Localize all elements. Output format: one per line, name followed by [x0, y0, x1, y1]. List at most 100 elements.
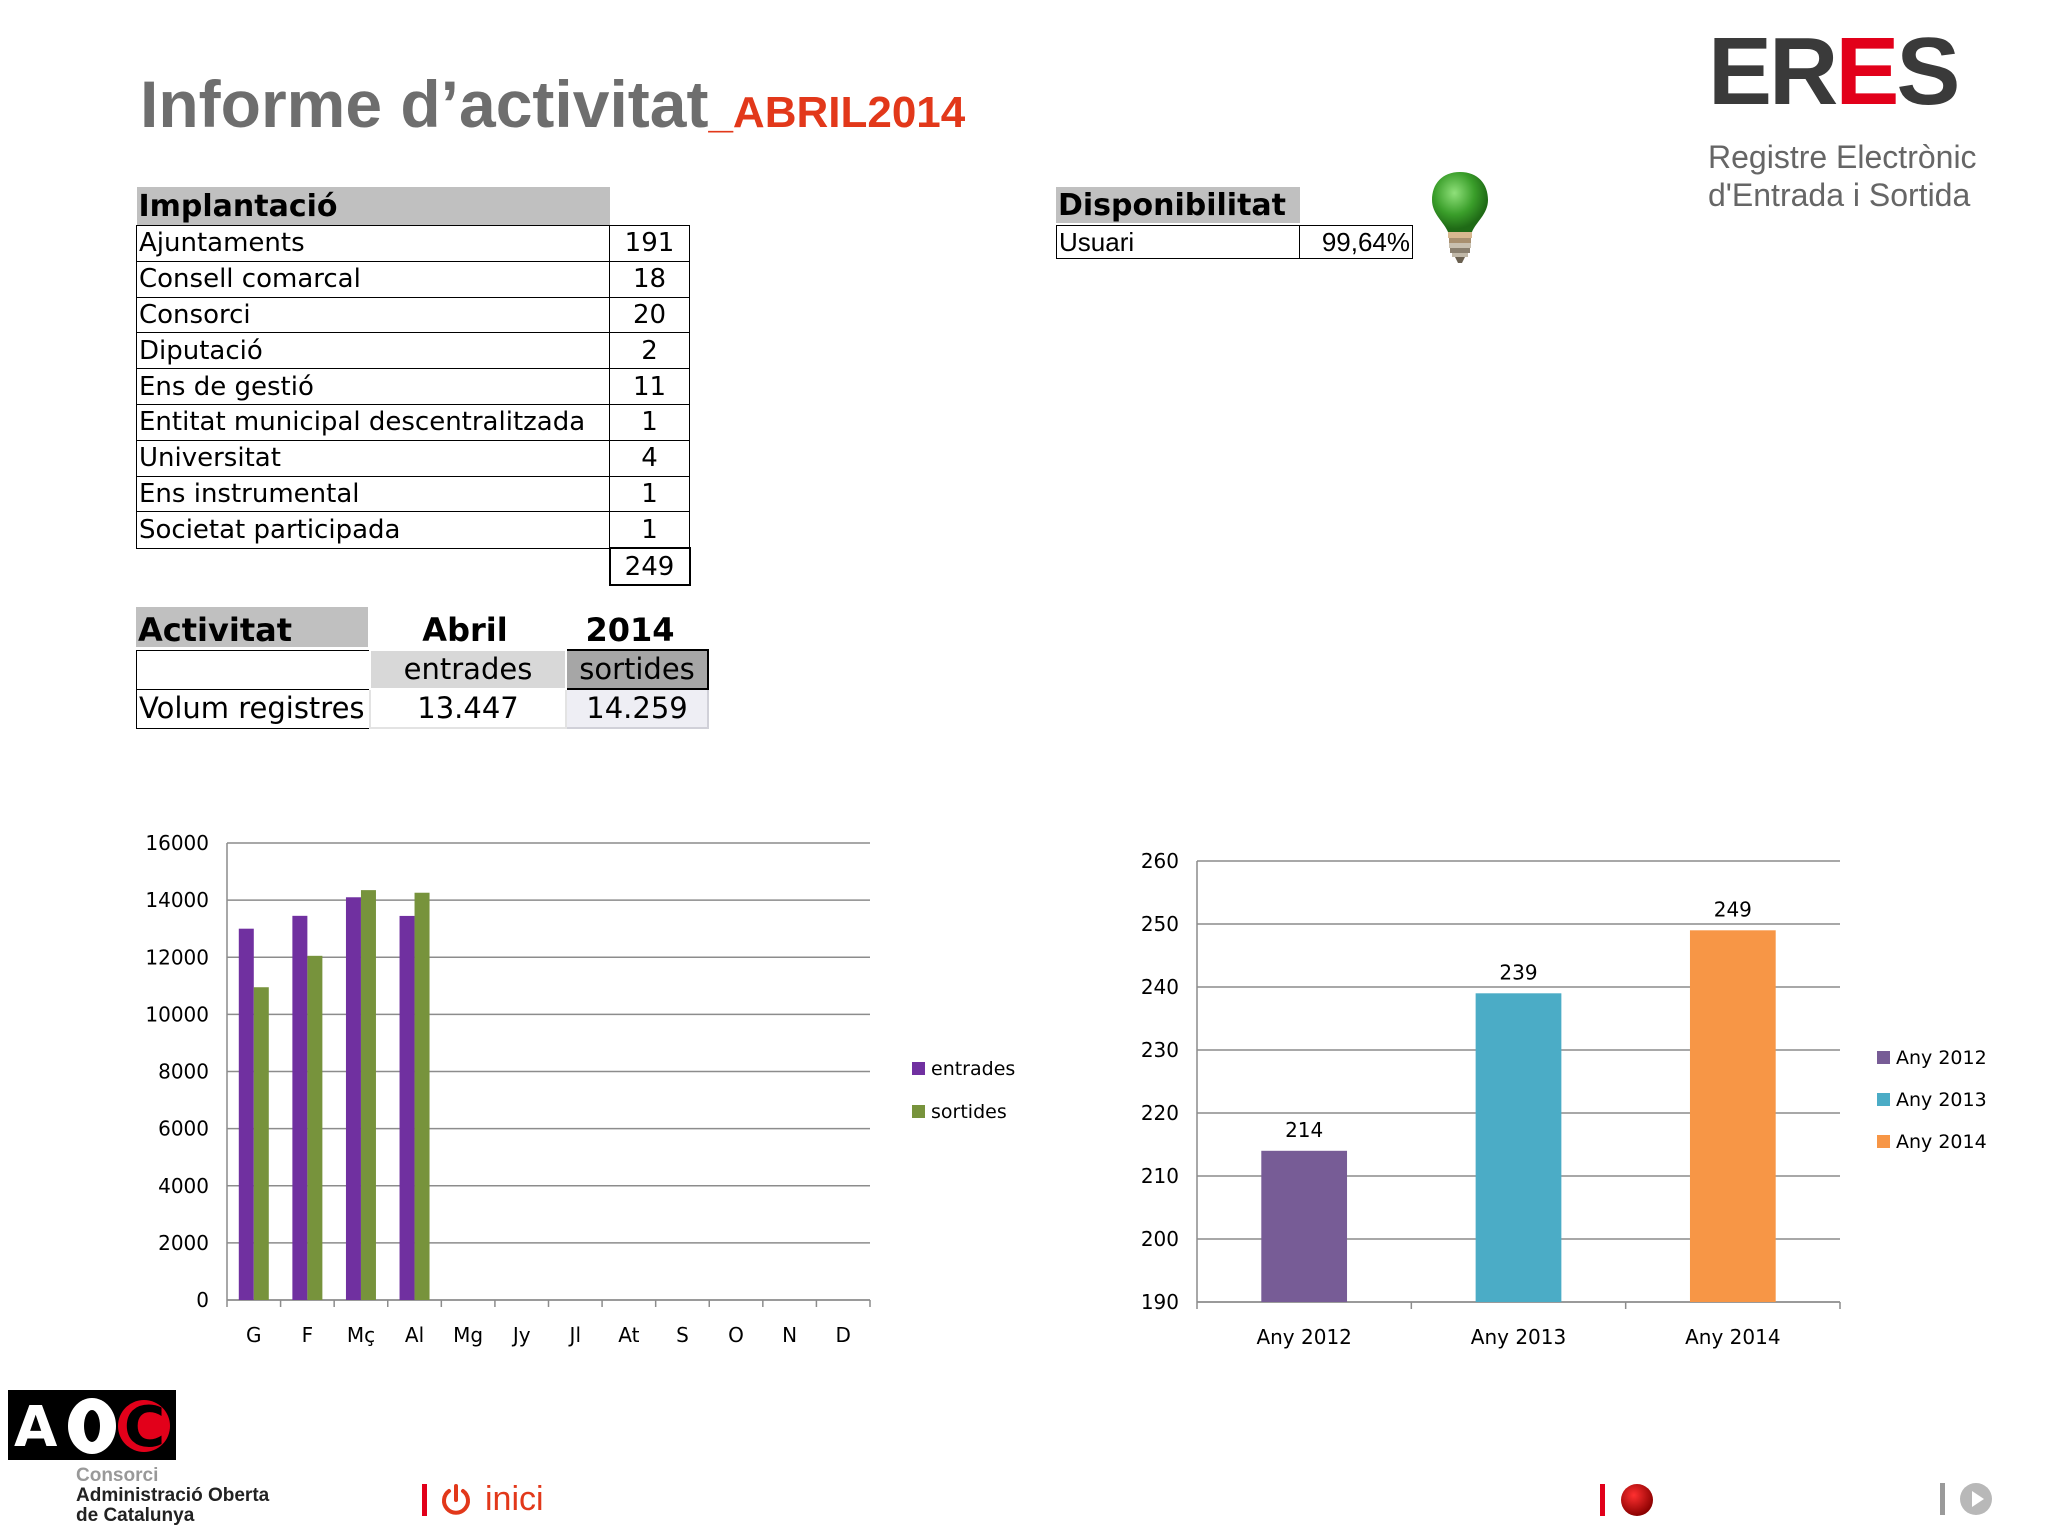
x-tick-label: G	[246, 1323, 262, 1347]
implantacio-label: Ens instrumental	[136, 475, 610, 513]
y-tick-label: 16000	[145, 831, 209, 855]
y-tick-label: 6000	[158, 1117, 209, 1141]
page-title-suffix: _ABRIL2014	[708, 88, 966, 137]
legend-label: Any 2012	[1896, 1047, 1987, 1069]
y-tick-label: 0	[196, 1288, 209, 1312]
implantacio-total: 249	[608, 547, 691, 586]
table-row: Societat participada 1	[136, 511, 690, 549]
table-row: entrades sortides	[136, 649, 709, 690]
inici-link[interactable]: inici	[422, 1480, 544, 1519]
table-row: Consorci 20	[136, 296, 690, 334]
x-tick-label: Any 2013	[1471, 1325, 1566, 1349]
y-tick-label: 8000	[158, 1060, 209, 1084]
x-tick-label: O	[728, 1323, 744, 1347]
x-tick-label: Mg	[453, 1323, 483, 1347]
bar-any-2012	[1261, 1150, 1348, 1302]
disponibilitat-value: 99,64%	[1321, 227, 1410, 257]
y-tick-label: 220	[1141, 1101, 1179, 1125]
y-tick-label: 10000	[145, 1002, 209, 1026]
activitat-col-sortides: sortides	[565, 649, 709, 690]
y-tick-label: 4000	[158, 1174, 209, 1198]
bar-sortides	[360, 890, 376, 1300]
x-tick-label: D	[836, 1323, 851, 1347]
y-tick-label: 250	[1141, 912, 1179, 936]
y-tick-label: 240	[1141, 975, 1179, 999]
implantacio-label: Diputació	[136, 332, 610, 370]
power-icon	[442, 1483, 470, 1515]
legend-swatch	[912, 1062, 925, 1075]
y-tick-label: 260	[1141, 849, 1179, 873]
page-title: Informe d’activitat_ABRIL2014	[140, 66, 965, 142]
aoc-caption-line1: Consorci	[76, 1465, 159, 1486]
x-tick-label: Al	[405, 1323, 424, 1347]
y-tick-label: 12000	[145, 945, 209, 969]
x-tick-label: N	[782, 1323, 797, 1347]
play-icon	[1960, 1483, 1992, 1515]
implantacio-label: Societat participada	[136, 511, 610, 549]
play-button[interactable]	[1940, 1482, 1993, 1516]
eres-logo-mark-b: E	[1835, 18, 1899, 125]
disponibilitat-row: Usuari 99,64%	[1056, 225, 1413, 259]
legend-label: sortides	[931, 1101, 1007, 1123]
aoc-logo-letter-c: C	[124, 1395, 165, 1460]
x-tick-label: F	[302, 1323, 314, 1347]
legend-swatch	[1877, 1051, 1890, 1064]
eres-logo-mark-c: S	[1896, 18, 1960, 125]
bar-entrades	[292, 915, 308, 1300]
implantacio-label: Universitat	[136, 439, 610, 477]
disponibilitat-heading: Disponibilitat	[1056, 187, 1300, 223]
implantacio-value: 4	[609, 439, 690, 477]
aoc-logo: A C	[8, 1390, 176, 1460]
eres-logo-subtitle: Registre Electrònic d'Entrada i Sortida	[1708, 138, 2008, 214]
y-tick-label: 190	[1141, 1290, 1179, 1314]
implantacio-value: 20	[609, 296, 690, 334]
activitat-value-entrades: 13.447	[369, 688, 567, 729]
legend-label: entrades	[931, 1058, 1015, 1080]
aoc-caption-line2: Administració Oberta	[76, 1485, 270, 1506]
implantacio-value: 191	[609, 225, 690, 262]
data-label: 249	[1714, 897, 1752, 921]
data-label: 214	[1285, 1118, 1323, 1142]
bar-sortides	[414, 892, 430, 1300]
bar-entrades	[345, 897, 361, 1300]
implantacio-value: 11	[609, 368, 690, 405]
eres-logo-mark: ERES	[1708, 24, 2008, 120]
y-tick-label: 200	[1141, 1227, 1179, 1251]
bar-sortides	[253, 987, 269, 1300]
y-tick-label: 230	[1141, 1038, 1179, 1062]
record-icon	[1621, 1484, 1653, 1516]
monthly-activity-chart: 0 2000 4000 6000 8000 10000 12000 14000 16000 G F M…	[145, 831, 1015, 1347]
implantacio-value: 18	[609, 260, 690, 298]
implantacio-value: 1	[609, 403, 690, 441]
activitat-heading: Activitat	[136, 607, 368, 649]
implantacio-label: Consell comarcal	[136, 260, 610, 298]
table-row: Ajuntaments 191	[136, 225, 690, 262]
nav-separator	[1600, 1484, 1605, 1516]
activitat-value-sortides: 14.259	[565, 688, 709, 729]
implantacio-value: 2	[609, 332, 690, 370]
implantacio-label: Consorci	[136, 296, 610, 334]
x-tick-label: Mç	[347, 1323, 375, 1347]
aoc-caption: Consorci Administració Oberta de Catalun…	[76, 1466, 269, 1526]
table-row: Ens de gestió 11	[136, 368, 690, 405]
x-tick-label: At	[618, 1323, 639, 1347]
nav-separator	[1940, 1483, 1945, 1515]
legend-label: Any 2013	[1896, 1089, 1987, 1111]
table-row: Universitat 4	[136, 439, 690, 477]
activitat-row-label: Volum registres	[136, 688, 371, 729]
bar-any-2014	[1689, 930, 1776, 1302]
x-tick-label: Any 2014	[1685, 1325, 1780, 1349]
y-tick-label: 2000	[158, 1231, 209, 1255]
implantacio-label: Ens de gestió	[136, 368, 610, 405]
page-title-main: Informe d’activitat	[140, 67, 709, 141]
eres-logo-line2: d'Entrada i Sortida	[1708, 177, 1971, 213]
disponibilitat-label: Usuari	[1057, 226, 1300, 258]
data-label: 239	[1499, 960, 1537, 984]
record-button[interactable]	[1600, 1482, 1655, 1518]
aoc-logo-letter-a: A	[14, 1395, 58, 1460]
x-tick-label: Jl	[568, 1323, 581, 1347]
nav-separator	[422, 1483, 427, 1516]
y-tick-label: 14000	[145, 888, 209, 912]
yearly-implantacio-chart: 190 200 210 220 230 240 250 260 Any 2012 Any 2013…	[1141, 849, 1987, 1349]
x-tick-label: S	[676, 1323, 689, 1347]
